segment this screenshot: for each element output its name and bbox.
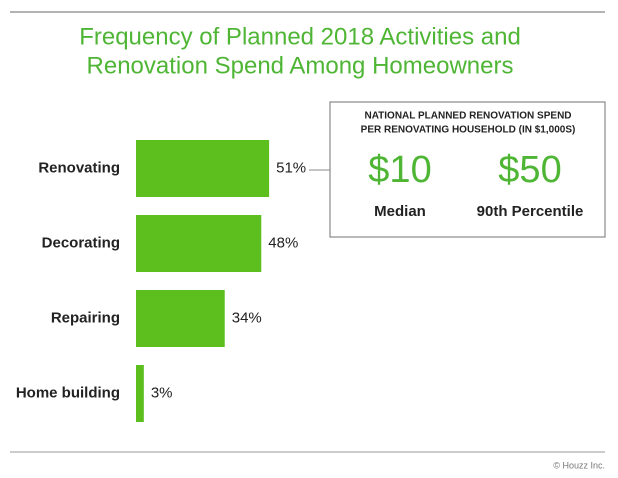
stat-name: 90th Percentile bbox=[477, 203, 584, 220]
value-label: 51% bbox=[276, 159, 306, 176]
bar bbox=[136, 365, 144, 422]
value-label: 3% bbox=[151, 384, 173, 401]
stat-name: Median bbox=[374, 203, 426, 220]
callout-title: NATIONAL PLANNED RENOVATION SPEND bbox=[364, 111, 571, 122]
callout-title: PER RENOVATING HOUSEHOLD (IN $1,000S) bbox=[361, 125, 576, 136]
chart-title: Renovation Spend Among Homeowners bbox=[87, 52, 514, 79]
value-label: 48% bbox=[268, 234, 298, 251]
value-label: 34% bbox=[232, 309, 262, 326]
category-label: Decorating bbox=[42, 234, 120, 251]
bar bbox=[136, 215, 262, 272]
category-label: Renovating bbox=[38, 159, 120, 176]
stat-value: $50 bbox=[498, 149, 561, 191]
category-label: Home building bbox=[16, 384, 120, 401]
bar bbox=[136, 140, 270, 197]
source: © Houzz Inc. bbox=[553, 460, 605, 470]
chart-title: Frequency of Planned 2018 Activities and bbox=[79, 23, 521, 50]
bar bbox=[136, 290, 225, 347]
stat-value: $10 bbox=[368, 149, 431, 191]
category-label: Repairing bbox=[51, 309, 120, 326]
